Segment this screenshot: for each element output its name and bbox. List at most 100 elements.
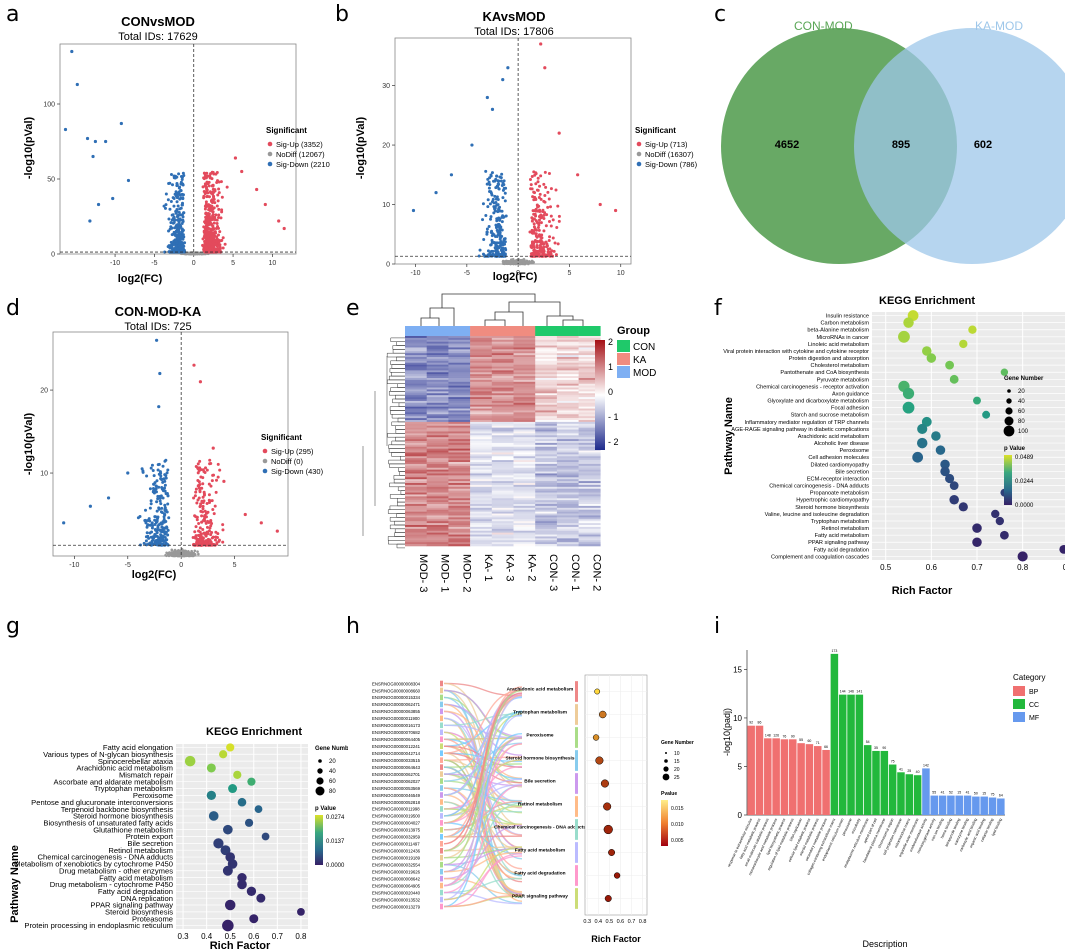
pathway-point (949, 481, 959, 490)
sig-up-point (530, 175, 534, 179)
sig-up-point (200, 514, 204, 518)
size-legend-label: 40 (329, 769, 336, 775)
heatmap-cell (513, 463, 536, 467)
heatmap-cell (426, 439, 449, 442)
sig-down-point (144, 508, 148, 512)
heatmap-cell (513, 515, 536, 518)
y-tick-label: 0 (386, 262, 390, 269)
legend-title: Significant (266, 126, 307, 135)
sig-up-point (539, 221, 543, 225)
sig-up-point (536, 205, 540, 209)
nodiff-point (503, 262, 507, 265)
pathway-point (1059, 544, 1065, 554)
gene-label: ENSRNOG00000042714 (372, 751, 421, 756)
heatmap-cell (405, 494, 427, 497)
x-tick-label: 0.3 (583, 919, 591, 925)
heatmap-cell (578, 505, 601, 509)
sig-up-point (202, 177, 206, 181)
sig-down-point (180, 241, 184, 245)
heatmap-cell (578, 364, 601, 367)
heatmap-cell (470, 460, 493, 463)
pathway-point (592, 734, 600, 741)
heatmap-cell (578, 526, 601, 530)
heatmap-cell (578, 381, 601, 385)
heatmap-cell (405, 368, 427, 371)
heatmap-cell (556, 383, 579, 386)
sig-down-point (481, 218, 485, 222)
heatmap-cell (426, 448, 449, 451)
sig-down-point (96, 202, 101, 207)
heatmap-cell (470, 521, 493, 524)
sig-down-point (156, 468, 160, 472)
pathway-point (603, 824, 613, 835)
heatmap-cell (426, 414, 449, 417)
sig-down-point (163, 479, 167, 483)
heatmap-cell (448, 360, 471, 364)
sig-down-point (164, 476, 168, 480)
y-axis-label: -log10(pVal) (23, 116, 35, 179)
heatmap-cell (426, 420, 449, 423)
heatmap-cell (556, 355, 579, 358)
heatmap-cell (491, 469, 514, 472)
heatmap-cell (556, 526, 579, 530)
heatmap-cell (405, 425, 427, 428)
heatmap-cell (470, 481, 493, 484)
sig-down-point (160, 506, 164, 510)
heatmap-cell (405, 339, 427, 343)
heatmap-cell (448, 431, 471, 434)
pathway-label: Fatty acid degradation (514, 871, 565, 877)
heatmap-cell (405, 492, 427, 495)
sig-up-point (538, 254, 542, 258)
heatmap-cell (491, 431, 514, 434)
heatmap-cell (491, 374, 514, 377)
heatmap-cell (578, 488, 601, 491)
chart-subtitle: Total IDs: 725 (124, 321, 191, 333)
heatmap-cell (513, 389, 536, 392)
sig-up-point (198, 459, 202, 463)
sig-down-point (486, 177, 490, 181)
column-dendrogram (420, 293, 584, 328)
sig-up-point (532, 170, 536, 174)
heatmap-cell (491, 360, 514, 364)
legend-label: Sig-Up (713) (645, 140, 688, 149)
heatmap-cell (491, 439, 514, 442)
sig-up-point (207, 237, 211, 241)
heatmap-cell (535, 421, 558, 425)
sig-up-point (194, 487, 198, 491)
sig-up-point (213, 218, 217, 222)
sig-down-point (181, 201, 185, 205)
heatmap-cell (470, 465, 493, 469)
sig-up-point (210, 536, 214, 540)
heatmap-cell (556, 521, 579, 524)
gene-label: ENSRNOG00000019189 (372, 856, 421, 861)
nodiff-point (170, 548, 174, 552)
heatmap-cell (448, 421, 471, 425)
heatmap-cell (470, 498, 493, 501)
sig-up-point (210, 177, 214, 181)
heatmap-cell (578, 416, 601, 419)
group-bar-cell (426, 326, 449, 336)
sig-down-point (484, 169, 488, 173)
heatmap-cell (535, 509, 558, 512)
sig-down-point (497, 179, 501, 183)
heatmap-cell (405, 542, 427, 545)
heatmap-cell (491, 465, 514, 469)
heatmap-cell (578, 542, 601, 545)
chart-title: KAvsMOD (482, 9, 545, 24)
heatmap-cell (426, 498, 449, 501)
dot-plot-frame (584, 674, 648, 916)
sig-up-point (545, 213, 549, 217)
heatmap-cell (491, 532, 514, 535)
heatmap-cell (513, 439, 536, 442)
sig-down-point (88, 504, 92, 508)
sig-down-point (140, 467, 144, 471)
heatmap-cell (535, 532, 558, 535)
legend-label: Sig-Down (430) (271, 467, 324, 476)
pathway-label: Hypertrophic cardiomyopathy (796, 498, 869, 504)
sig-down-point (181, 196, 185, 200)
heatmap-cell (448, 412, 471, 415)
group-bar-cell (491, 326, 514, 336)
pathway-label: Retinol metabolism (518, 802, 562, 808)
sig-up-point (217, 216, 221, 220)
